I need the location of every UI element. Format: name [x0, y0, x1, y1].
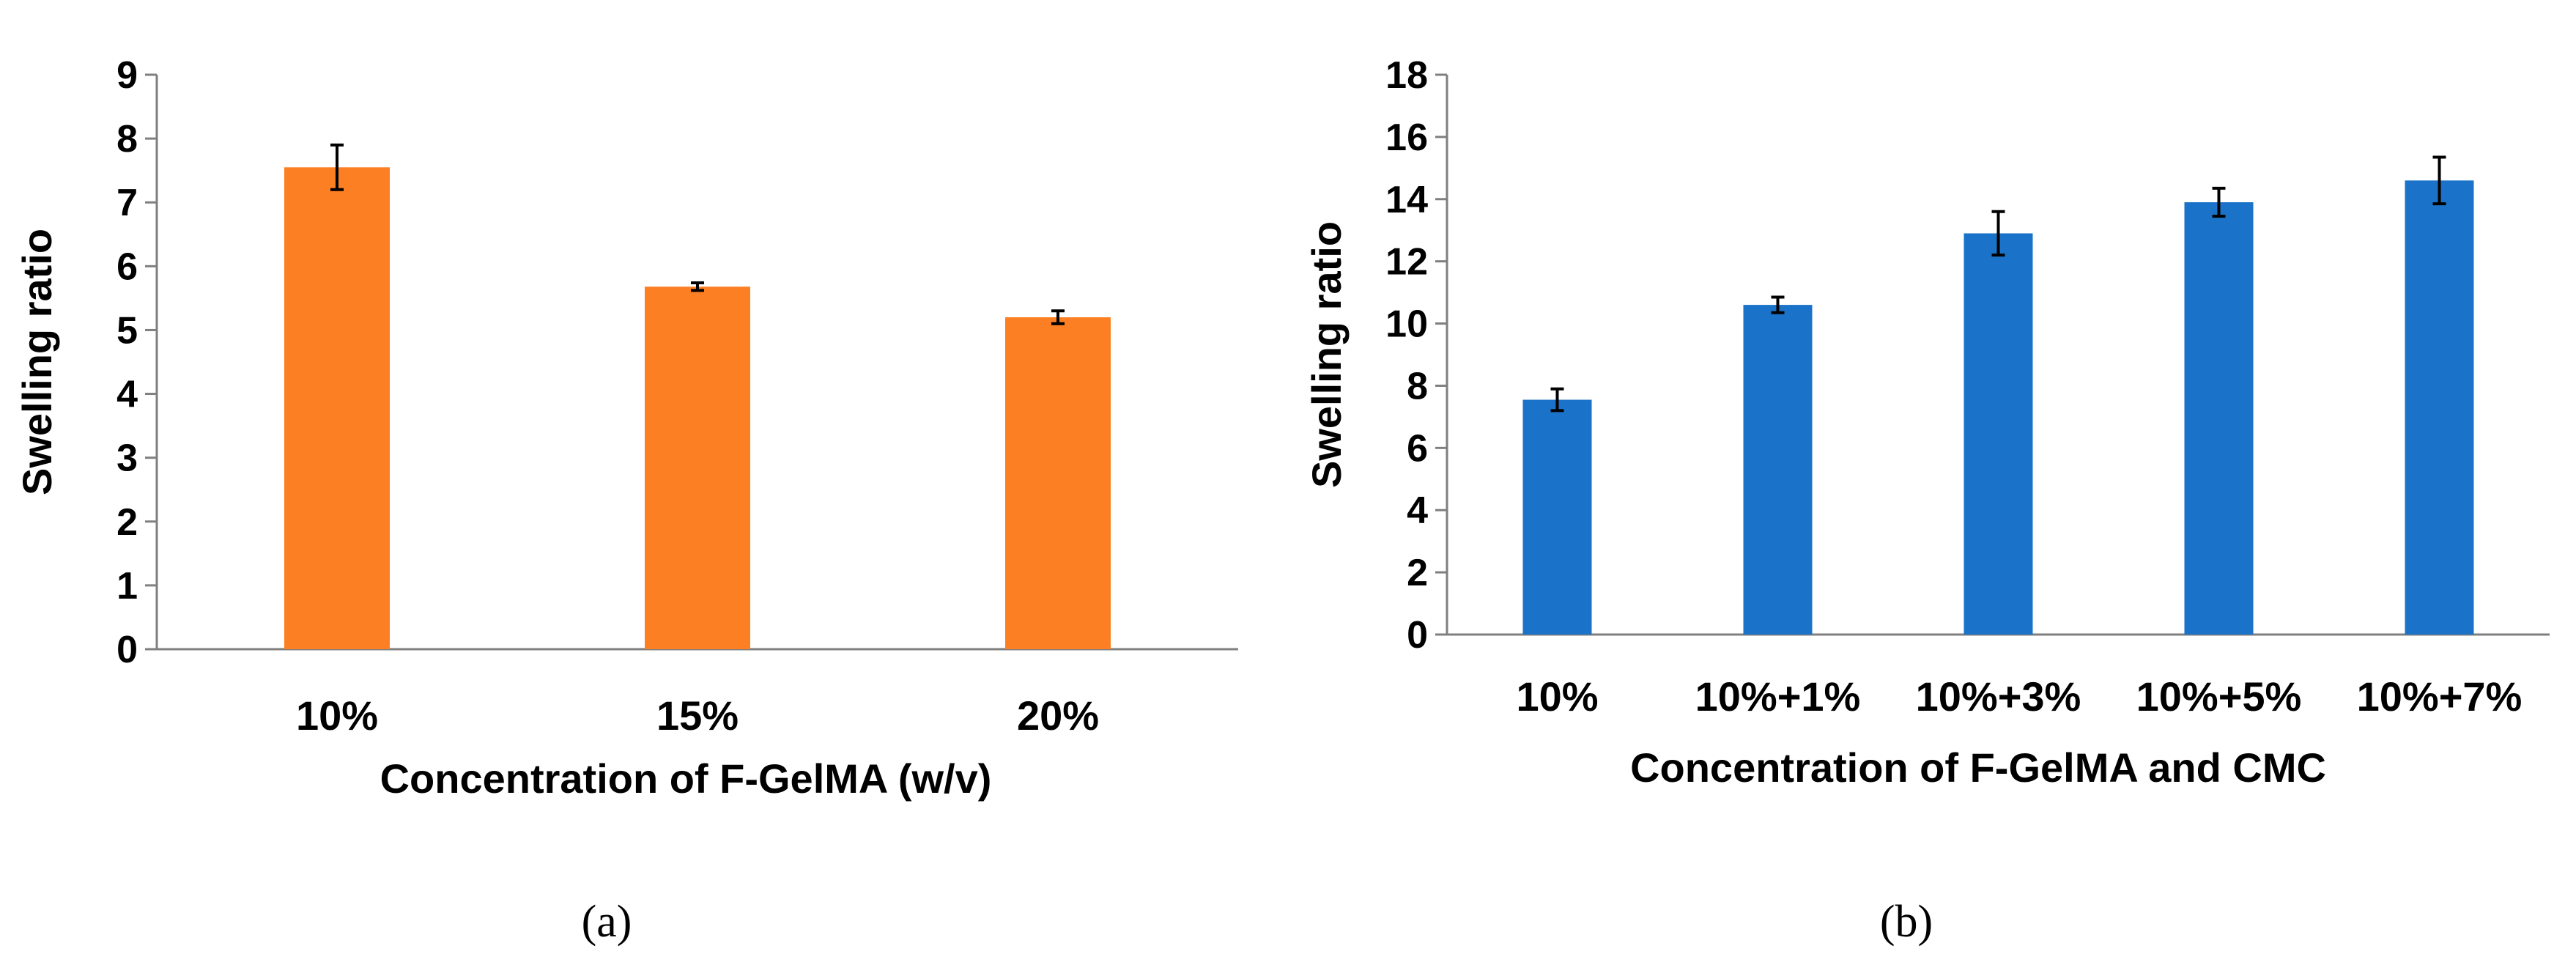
category-label: 10% [1516, 673, 1598, 720]
category-label: 10%+1% [1695, 673, 1861, 720]
category-label: 10% [296, 692, 378, 739]
category-label: 10%+7% [2357, 673, 2523, 720]
bars [284, 167, 1111, 650]
y-tick-label: 7 [116, 182, 138, 224]
bars [1522, 180, 2474, 635]
bar [1964, 233, 2033, 635]
x-axis-title: Concentration of F-GelMA (w/v) [380, 755, 992, 802]
y-tick-label: 9 [116, 54, 138, 97]
y-tick-label: 4 [116, 374, 138, 416]
y-ticks: 0 2 4 6 8 10 12 14 16 18 [1385, 54, 1447, 657]
y-tick-label: 1 [116, 565, 138, 607]
category-labels: 10% 15% 20% [296, 692, 1099, 739]
y-tick-label: 8 [1407, 365, 1428, 407]
y-tick-label: 0 [1407, 614, 1428, 657]
y-tick-label: 14 [1385, 179, 1428, 221]
bar [1005, 317, 1111, 649]
category-label: 10%+5% [2136, 673, 2302, 720]
chart-panel-a: 0 1 2 3 4 5 6 7 8 9 10% 15% 20% Swelling ratio Conc… [14, 54, 1238, 947]
panel-label-b: (b) [1880, 897, 1933, 947]
y-tick-label: 6 [1407, 427, 1428, 470]
y-tick-label: 4 [1407, 489, 1428, 532]
y-tick-label: 6 [116, 245, 138, 288]
y-tick-label: 2 [116, 501, 138, 544]
category-labels: 10% 10%+1% 10%+3% 10%+5% 10%+7% [1516, 673, 2522, 720]
y-tick-label: 2 [1407, 552, 1428, 594]
y-tick-label: 8 [116, 118, 138, 160]
y-axis-title: Swelling ratio [1303, 221, 1350, 488]
category-label: 20% [1017, 692, 1099, 739]
y-ticks: 0 1 2 3 4 5 6 7 8 9 [116, 54, 157, 671]
x-axis-title: Concentration of F-GelMA and CMC [1630, 744, 2326, 791]
category-label: 15% [656, 692, 739, 739]
y-tick-label: 16 [1385, 117, 1428, 159]
bar [2405, 180, 2474, 635]
y-tick-label: 10 [1385, 303, 1428, 346]
error-bars [330, 143, 1065, 325]
y-axis-title: Swelling ratio [14, 229, 60, 495]
bar [645, 286, 750, 649]
bar [284, 167, 390, 650]
y-tick-label: 12 [1385, 241, 1428, 284]
y-tick-label: 0 [116, 629, 138, 671]
error-bars [1550, 155, 2446, 413]
bar [1522, 399, 1592, 635]
y-tick-label: 18 [1385, 54, 1428, 97]
bar [2184, 202, 2254, 635]
category-label: 10%+3% [1916, 673, 2081, 720]
panel-label-a: (a) [582, 897, 632, 947]
y-tick-label: 5 [116, 309, 138, 352]
bar [1743, 305, 1813, 635]
y-tick-label: 3 [116, 437, 138, 480]
